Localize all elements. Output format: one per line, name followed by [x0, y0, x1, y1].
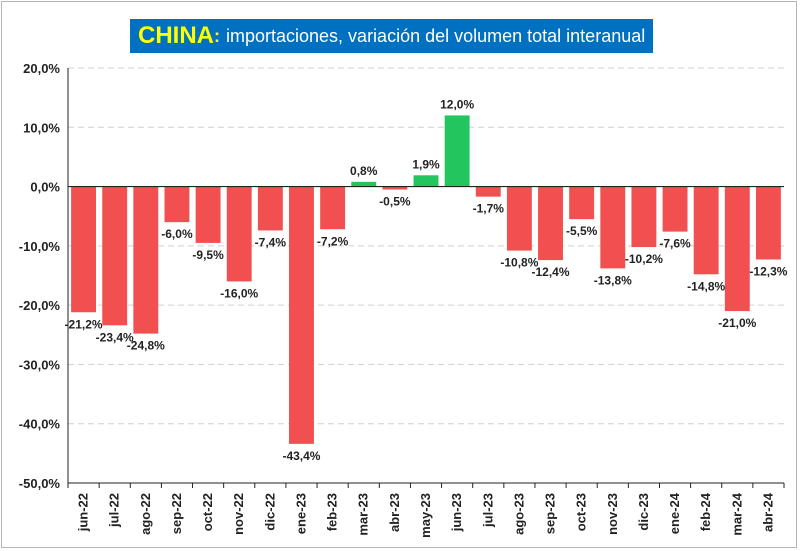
bar — [444, 115, 470, 187]
bar — [226, 186, 252, 282]
x-tick-label: feb-23 — [325, 493, 340, 531]
x-tick-label: nov-23 — [605, 493, 620, 535]
chart-subtitle: importaciones, variación del volumen tot… — [226, 25, 646, 46]
bar — [724, 186, 750, 312]
data-label: -1,7% — [473, 202, 505, 216]
data-label: -0,5% — [379, 195, 411, 209]
data-label: -21,2% — [65, 317, 103, 331]
y-tick-label: -10,0% — [19, 239, 61, 254]
bar — [755, 186, 781, 260]
data-label: -12,3% — [749, 264, 787, 278]
x-tick-label: oct-22 — [200, 493, 215, 531]
x-tick-label: ago-22 — [138, 493, 153, 535]
y-tick-label: -40,0% — [19, 417, 61, 432]
title-colon: : — [214, 25, 220, 46]
bar — [289, 186, 314, 444]
x-tick-label: may-23 — [418, 493, 433, 538]
bar — [164, 186, 190, 223]
data-label: -7,6% — [659, 237, 691, 251]
data-label: -6,0% — [161, 227, 193, 241]
x-tick-label: sep-23 — [543, 493, 558, 534]
data-label: -16,0% — [220, 286, 258, 300]
data-label: -7,4% — [255, 235, 287, 249]
data-label: -12,4% — [532, 265, 570, 279]
x-tick-label: ago-23 — [511, 493, 526, 535]
x-tick-label: feb-24 — [698, 492, 713, 531]
x-tick-label: oct-23 — [574, 493, 589, 531]
data-label: -7,2% — [317, 234, 349, 248]
bar — [133, 186, 159, 334]
x-tick-label: mar-24 — [729, 492, 744, 535]
x-tick-label: dic-23 — [636, 493, 651, 531]
x-tick-label: sep-22 — [169, 493, 184, 534]
data-label: -9,5% — [192, 248, 224, 262]
y-tick-label: -20,0% — [19, 298, 61, 313]
bar — [382, 186, 408, 190]
bar — [538, 186, 563, 261]
x-tick-label: mar-23 — [356, 493, 371, 536]
bar — [569, 186, 595, 220]
y-tick-label: 0,0% — [30, 180, 60, 195]
y-tick-label: -30,0% — [19, 357, 61, 372]
data-label: -43,4% — [282, 449, 320, 463]
x-tick-label: abr-24 — [760, 492, 775, 532]
x-tick-label: ene-24 — [667, 492, 682, 534]
chart-title-banner: CHINA: importaciones, variación del volu… — [130, 19, 654, 53]
data-label: -24,8% — [127, 339, 165, 353]
data-label: 0,8% — [350, 164, 378, 178]
data-label: -23,4% — [96, 330, 134, 344]
x-tick-label: nov-22 — [231, 493, 246, 535]
bar — [71, 186, 97, 313]
bar — [506, 186, 532, 251]
chart-title: CHINA — [138, 22, 214, 49]
data-label: -10,8% — [500, 256, 538, 270]
data-label: -5,5% — [566, 224, 598, 238]
x-tick-label: ene-23 — [293, 493, 308, 534]
bar — [600, 186, 626, 269]
y-tick-label: 10,0% — [23, 120, 60, 135]
bar — [413, 175, 439, 187]
data-label: -14,8% — [687, 279, 725, 293]
bar — [662, 186, 688, 232]
data-label: -13,8% — [594, 273, 632, 287]
y-tick-label: -50,0% — [19, 476, 61, 491]
x-tick-label: dic-22 — [262, 493, 277, 531]
bar — [195, 186, 221, 243]
bar — [320, 186, 346, 230]
x-tick-label: jul-23 — [480, 493, 495, 528]
data-label: -21,0% — [718, 316, 756, 330]
bar — [631, 186, 657, 248]
bar — [351, 181, 377, 187]
bar — [257, 186, 283, 231]
data-label: -10,2% — [625, 252, 663, 266]
x-tick-label: abr-23 — [387, 493, 402, 532]
x-tick-label: jun-23 — [449, 493, 464, 532]
bar — [475, 186, 501, 197]
x-tick-label: jun-22 — [76, 493, 91, 532]
x-tick-label: jul-22 — [107, 493, 122, 528]
bar — [102, 186, 128, 326]
y-tick-label: 20,0% — [23, 61, 60, 76]
bar — [693, 186, 719, 275]
data-label: 12,0% — [440, 97, 474, 111]
data-label: 1,9% — [412, 157, 440, 171]
